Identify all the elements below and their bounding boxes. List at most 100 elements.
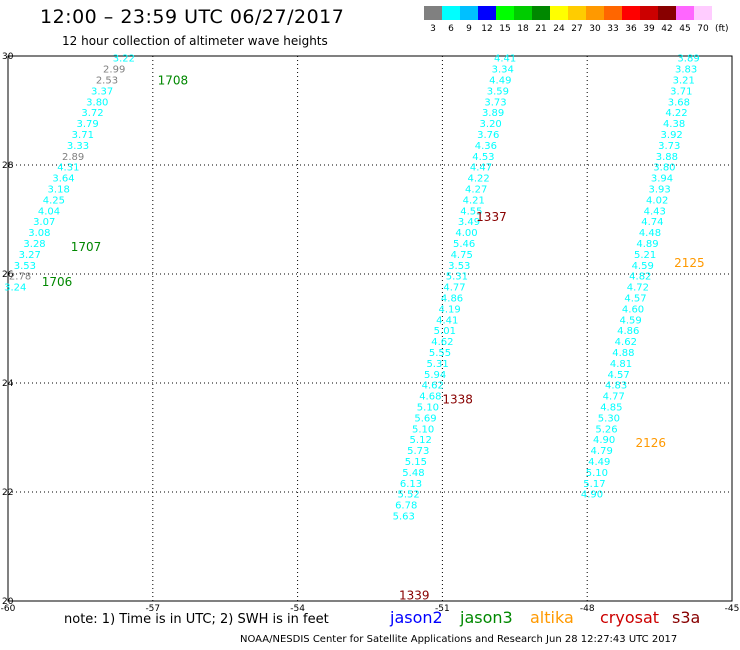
pass-number-label: 1706 [42, 275, 73, 289]
swh-value: 4.22 [467, 174, 489, 185]
swh-value: 3.24 [4, 283, 26, 294]
y-tick-label: 28 [2, 161, 14, 171]
swh-value: 3.22 [113, 54, 135, 65]
swh-value: 3.73 [658, 141, 680, 152]
swh-value: 4.60 [622, 304, 644, 315]
y-tick-label: 20 [2, 597, 14, 607]
swh-value: 5.31 [446, 272, 468, 283]
x-tick-label: -54 [290, 604, 305, 614]
credit-line: NOAA/NESDIS Center for Satellite Applica… [240, 634, 678, 645]
color-scale-label: 15 [499, 24, 511, 34]
swh-value: 5.21 [634, 250, 656, 261]
swh-value: 3.88 [656, 152, 678, 163]
pass-number-label: 2125 [674, 256, 705, 270]
swh-value: 5.17 [583, 479, 605, 490]
swh-value: 4.49 [588, 457, 610, 468]
pass-number-label: 1707 [71, 240, 102, 254]
pass-number-label: 1338 [442, 392, 473, 406]
color-scale-swatch [586, 6, 604, 20]
swh-value: 5.12 [410, 435, 432, 446]
swh-value: 5.73 [407, 446, 429, 457]
swh-value: 2.78 [9, 272, 31, 283]
pass-number-label: 1708 [158, 74, 189, 88]
swh-value: 5.31 [426, 359, 448, 370]
swh-value: 3.07 [33, 217, 55, 228]
y-tick-label: 24 [2, 379, 14, 389]
color-scale-label: 3 [430, 24, 436, 34]
swh-value: 4.38 [663, 119, 685, 130]
color-scale-swatch [532, 6, 550, 20]
swh-value: 3.08 [28, 228, 50, 239]
color-scale-swatch [460, 6, 478, 20]
swh-value: 3.53 [448, 261, 470, 272]
swh-value: 4.04 [38, 206, 60, 217]
color-scale-label: 12 [481, 24, 493, 34]
swh-value: 3.59 [487, 86, 509, 97]
color-scale-label: 6 [448, 24, 454, 34]
swh-value: 3.73 [484, 97, 506, 108]
color-scale-label: 27 [571, 24, 583, 34]
swh-value: 4.57 [624, 294, 646, 305]
swh-value: 3.94 [651, 174, 673, 185]
swh-value: 4.86 [441, 294, 463, 305]
x-tick-label: -48 [580, 604, 595, 614]
swh-value: 5.63 [393, 512, 415, 523]
swh-value: 4.21 [463, 195, 485, 206]
swh-value: 3.89 [677, 54, 699, 65]
swh-value: 4.79 [591, 446, 613, 457]
swh-value: 4.55 [460, 206, 482, 217]
x-tick-label: -45 [725, 604, 740, 614]
swh-value: 4.62 [422, 381, 444, 392]
x-tick-label: -51 [435, 604, 450, 614]
swh-value: 6.13 [400, 479, 422, 490]
color-scale-swatch [514, 6, 532, 20]
swh-value: 6.78 [395, 501, 417, 512]
swh-value: 3.49 [458, 217, 480, 228]
swh-value: 4.74 [641, 217, 663, 228]
y-tick-label: 26 [2, 270, 14, 280]
swh-value: 4.90 [581, 490, 603, 501]
swh-value: 4.89 [636, 239, 658, 250]
swh-value: 4.41 [494, 54, 516, 65]
swh-value: 4.90 [593, 435, 615, 446]
x-tick-label: -57 [145, 604, 160, 614]
color-scale-label: 24 [553, 24, 565, 34]
swh-value: 4.27 [465, 185, 487, 196]
swh-value: 4.62 [615, 337, 637, 348]
swh-value: 4.68 [419, 392, 441, 403]
swh-value: 4.43 [644, 206, 666, 217]
color-scale-label: 70 [697, 24, 709, 34]
swh-value: 4.41 [436, 315, 458, 326]
swh-value: 4.75 [451, 250, 473, 261]
color-scale-swatch [658, 6, 676, 20]
color-scale-label: 42 [661, 24, 673, 34]
swh-value: 3.33 [67, 141, 89, 152]
swh-value: 4.00 [455, 228, 477, 239]
swh-value: 4.36 [475, 141, 497, 152]
color-scale-swatch [568, 6, 586, 20]
satellite-label-jason2: jason2 [390, 608, 443, 627]
color-scale-label: 9 [466, 24, 472, 34]
swh-value: 3.92 [661, 130, 683, 141]
pass-number-label: 1339 [399, 589, 430, 603]
swh-value: 3.18 [48, 185, 70, 196]
swh-value: 4.77 [443, 283, 465, 294]
swh-value: 3.79 [77, 119, 99, 130]
swh-value: 4.31 [57, 163, 79, 174]
color-scale-label: 30 [589, 24, 601, 34]
swh-value: 5.01 [434, 326, 456, 337]
swh-value: 3.80 [653, 163, 675, 174]
swh-value: 5.46 [453, 239, 475, 250]
satellite-label-altika: altika [530, 608, 574, 627]
color-scale-swatch [442, 6, 460, 20]
x-tick-label: -60 [1, 604, 16, 614]
color-scale-label: 39 [643, 24, 655, 34]
swh-value: 3.76 [477, 130, 499, 141]
swh-value: 4.59 [620, 315, 642, 326]
swh-value: 3.53 [14, 261, 36, 272]
swh-value: 3.72 [81, 108, 103, 119]
swh-value: 4.83 [605, 381, 627, 392]
color-scale-swatch [622, 6, 640, 20]
swh-value: 3.89 [482, 108, 504, 119]
